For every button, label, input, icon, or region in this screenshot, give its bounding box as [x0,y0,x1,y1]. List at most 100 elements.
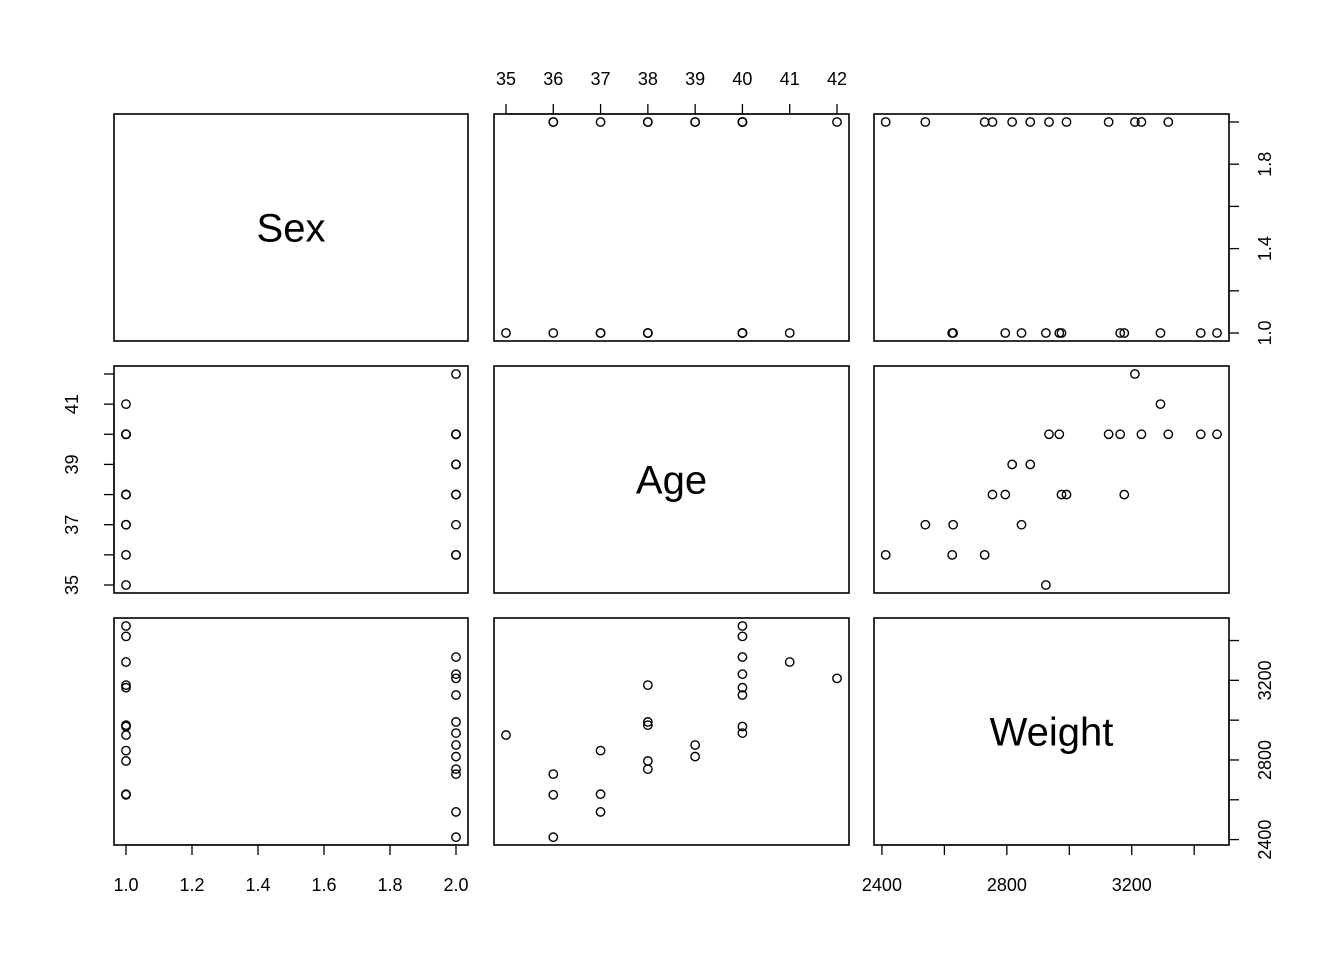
point-sex-vs-age [642,117,653,127]
point-sex-vs-age [595,117,606,127]
point-sex-vs-weight [1163,117,1174,127]
point-sex-vs-weight [1155,328,1166,338]
point-weight-vs-age [737,652,748,662]
point-weight-vs-sex [451,728,461,738]
point-age-vs-weight [1212,429,1222,440]
point-sex-vs-weight [1119,328,1130,338]
sex-bottom-axis-tick-label: 2.0 [443,875,468,895]
point-sex-vs-weight [880,117,891,127]
point-age-vs-weight [1054,429,1065,440]
point-sex-vs-weight [1044,117,1054,127]
diag-label-sex: Sex [257,207,326,251]
point-weight-vs-sex [121,756,131,766]
point-sex-vs-weight [1040,328,1051,338]
point-weight-vs-age [595,745,606,756]
age-top-axis-tick-label: 42 [827,69,847,89]
point-age-vs-weight [1119,489,1130,500]
point-age-vs-weight [920,519,931,530]
point-age-vs-sex [121,580,131,590]
point-weight-vs-sex [451,740,461,750]
point-age-vs-weight [880,549,891,560]
weight-right-axis: 2400 2800 3200 [1228,660,1275,860]
point-age-vs-weight [948,519,959,530]
weight-bottom-axis-tick-label: 3200 [1112,875,1152,895]
point-weight-vs-age [737,631,748,642]
point-age-vs-weight [1155,399,1166,410]
sex-right-axis: 1.0 1.4 1.8 [1228,152,1275,346]
point-sex-vs-weight [1007,117,1018,127]
point-weight-vs-age [832,673,842,684]
point-weight-vs-age [737,621,748,631]
point-weight-vs-sex [451,832,461,843]
point-age-vs-sex [451,459,461,470]
sex-bottom-axis-tick-label: 1.4 [245,875,270,895]
point-weight-vs-age [548,832,559,843]
point-weight-vs-age [690,740,701,750]
point-age-vs-weight [1000,489,1011,500]
point-weight-vs-age [548,789,559,800]
weight-bottom-axis-tick-label: 2400 [862,875,902,895]
point-sex-vs-weight [1061,117,1072,127]
panel-weight-vs-age [493,617,850,846]
point-sex-vs-weight [1129,117,1140,127]
point-sex-vs-weight [987,117,998,127]
point-age-vs-weight [1056,489,1067,500]
point-age-vs-weight [1007,459,1018,470]
point-weight-vs-sex [451,751,461,762]
point-sex-vs-weight [1056,328,1067,338]
point-age-vs-sex [451,369,461,379]
point-weight-vs-sex [451,807,461,817]
point-sex-vs-age [690,117,701,127]
panel-sex-vs-weight [873,113,1230,342]
diag-label-weight: Weight [990,711,1114,755]
weight-bottom-axis: 2400 2800 3200 [862,844,1152,895]
point-sex-vs-weight [1195,328,1206,338]
point-age-vs-weight [1195,429,1206,440]
panel-weight-vs-sex [113,617,469,846]
age-top-axis-tick-label: 37 [591,69,611,89]
point-weight-vs-sex [451,690,461,700]
weight-bottom-axis-tick-label: 2800 [987,875,1027,895]
point-age-vs-weight [1044,429,1054,440]
point-sex-vs-weight [948,328,959,338]
point-sex-vs-age [548,328,559,338]
age-left-axis-tick-label: 37 [62,515,82,535]
point-age-vs-sex [121,549,131,560]
point-sex-vs-weight [1136,117,1147,127]
point-age-vs-sex [451,519,461,530]
panel-sex-vs-age [493,113,850,342]
weight-right-axis-tick-label: 2400 [1255,820,1275,860]
point-age-vs-weight [1129,369,1140,379]
sex-bottom-axis: 1.0 1.2 1.4 1.6 1.8 2.0 [113,844,469,895]
sex-right-axis-tick-label: 1.4 [1255,236,1275,261]
point-age-vs-weight [1136,429,1147,440]
weight-right-axis-tick-label: 3200 [1255,660,1275,700]
sex-right-axis-tick-label: 1.8 [1255,152,1275,177]
age-top-axis-tick-label: 39 [685,69,705,89]
point-weight-vs-age [690,751,701,762]
point-weight-vs-sex [451,652,461,662]
age-left-axis-tick-label: 35 [62,575,82,595]
sex-right-axis-tick-label: 1.0 [1255,320,1275,345]
sex-bottom-axis-tick-label: 1.8 [377,875,402,895]
point-sex-vs-age [737,328,748,338]
point-weight-vs-age [642,764,653,775]
point-weight-vs-sex [121,680,131,691]
point-age-vs-weight [987,489,998,500]
point-weight-vs-age [595,807,606,817]
point-weight-vs-age [784,657,795,667]
point-sex-vs-weight [1025,117,1036,127]
panel-age-vs-weight [873,365,1230,594]
point-sex-vs-age [737,117,748,127]
point-weight-vs-sex [121,789,131,800]
sex-bottom-axis-tick-label: 1.0 [113,875,138,895]
point-age-vs-weight [1163,429,1174,440]
point-sex-vs-age [642,328,653,338]
panel-sex-vs-sex [113,113,469,342]
point-weight-vs-sex [121,657,131,667]
point-age-vs-sex [121,429,131,440]
age-top-axis: 35 36 37 38 39 40 41 42 [496,69,847,115]
point-weight-vs-age [548,769,559,779]
point-weight-vs-sex [121,631,131,642]
